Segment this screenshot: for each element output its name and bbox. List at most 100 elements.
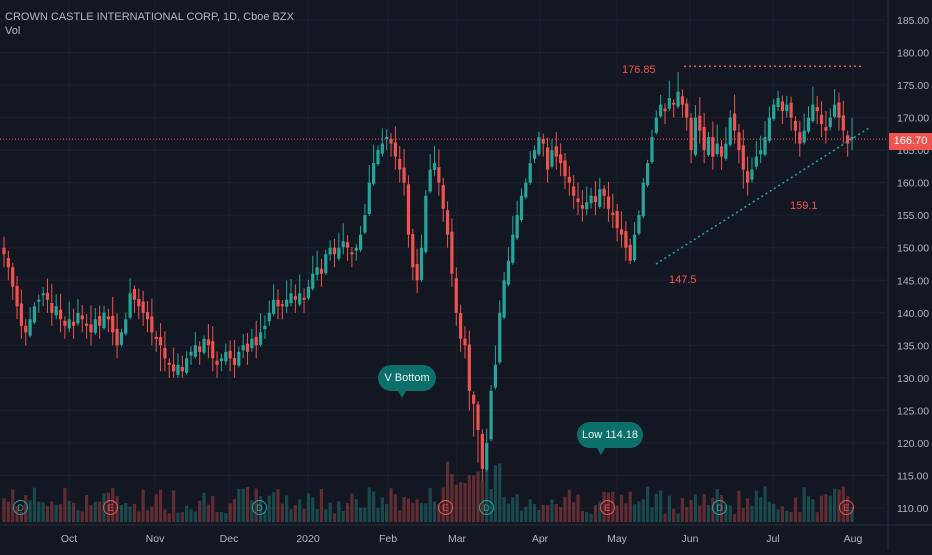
candle-body [572,186,576,196]
candle-body [663,108,667,112]
candle-body [789,102,793,118]
dividend-marker-4[interactable]: D [712,500,727,515]
candle-body [537,137,541,155]
volume-bar [89,504,93,522]
volume-bar [167,513,171,522]
volume-bar [850,506,854,522]
candle-body [193,345,197,357]
candle-body [545,147,550,170]
candle-body [428,169,432,192]
volume-bar [250,500,254,522]
candle-body [498,312,502,363]
volume-label: Vol [5,25,21,37]
y-tick-label: 150.00 [897,243,929,255]
volume-bar [572,502,576,522]
candle-body [493,364,498,388]
volume-bar [545,505,550,522]
candle-body [650,137,654,162]
candle-body [398,158,402,170]
earnings-marker-4[interactable]: E [839,500,854,515]
earnings-marker-3[interactable]: E [600,500,615,515]
volume-bar [767,501,771,522]
candle-body [311,273,315,289]
volume-bar [663,513,667,522]
x-tick-label: Jun [682,533,699,545]
volume-bar [411,503,415,522]
volume-bar [785,511,789,522]
volume-bar [428,488,432,522]
volume-bar [132,503,137,522]
y-tick-label: 180.00 [897,48,929,60]
earnings-marker-2[interactable]: E [438,500,453,515]
y-tick-label: 125.00 [897,405,929,417]
volume-bar [119,504,124,522]
volume-bar [689,500,693,522]
volume-bar [833,488,837,522]
volume-bar [819,495,824,522]
volume-bar [780,506,785,522]
candle-body [167,362,171,365]
candle-body [276,299,280,307]
candle-body [306,286,311,299]
volume-bar [415,499,419,522]
volume-bar [341,511,345,522]
volume-bar [641,499,645,522]
candle-body [732,113,737,131]
low-callout[interactable]: Low 114.18 [577,422,643,455]
candle-body [119,332,124,345]
volume-bar [498,463,502,522]
volume-bar [198,500,202,522]
candle-body [376,150,380,165]
candle-body [67,319,71,329]
volume-bar [432,501,437,522]
volume-bar [215,511,219,522]
candle-body [102,312,106,329]
volume-bar [93,501,97,522]
volume-bar [789,512,793,522]
earnings-marker-1[interactable]: E [103,500,118,515]
volume-bar [746,498,750,522]
candle-body [619,229,624,235]
candle-body [837,102,841,118]
candle-body [163,347,167,359]
candle-body [624,231,628,248]
candle-body [158,336,163,346]
candle-body [315,267,319,275]
volume-bar [154,494,158,522]
volume-bar [6,501,10,522]
candle-body [467,344,471,391]
x-tick-label: Mar [448,533,467,545]
volume-bar [372,491,376,522]
candle-body [715,143,719,154]
volume-bar [367,487,371,522]
volume-bar [485,462,489,522]
volume-bar [424,503,428,522]
candle-body [532,150,537,159]
candle-body [476,404,480,430]
candle-body [124,319,128,334]
y-tick-label: 170.00 [897,113,929,125]
dividend-marker-3[interactable]: D [479,500,494,515]
volume-bar [141,489,145,522]
dividend-marker-1[interactable]: D [13,500,28,515]
v-bottom-callout[interactable]: V Bottom [378,365,436,398]
candle-body [19,303,23,326]
volume-bar [559,506,563,522]
candle-body [833,104,837,117]
x-tick-label: Jul [766,533,779,545]
volume-bar [128,506,132,522]
volume-bar [724,504,728,522]
support-low-label: 147.5 [669,274,697,286]
volume-bar [528,499,532,522]
volume-bar [276,489,280,522]
candle-body [63,320,67,326]
y-tick-label: 175.00 [897,80,929,92]
volume-bar [741,508,745,522]
candle-body [185,358,189,373]
volume-bar [385,504,389,522]
dividend-marker-2[interactable]: D [252,500,267,515]
volume-bar [298,499,302,522]
volume-bar [589,513,593,522]
